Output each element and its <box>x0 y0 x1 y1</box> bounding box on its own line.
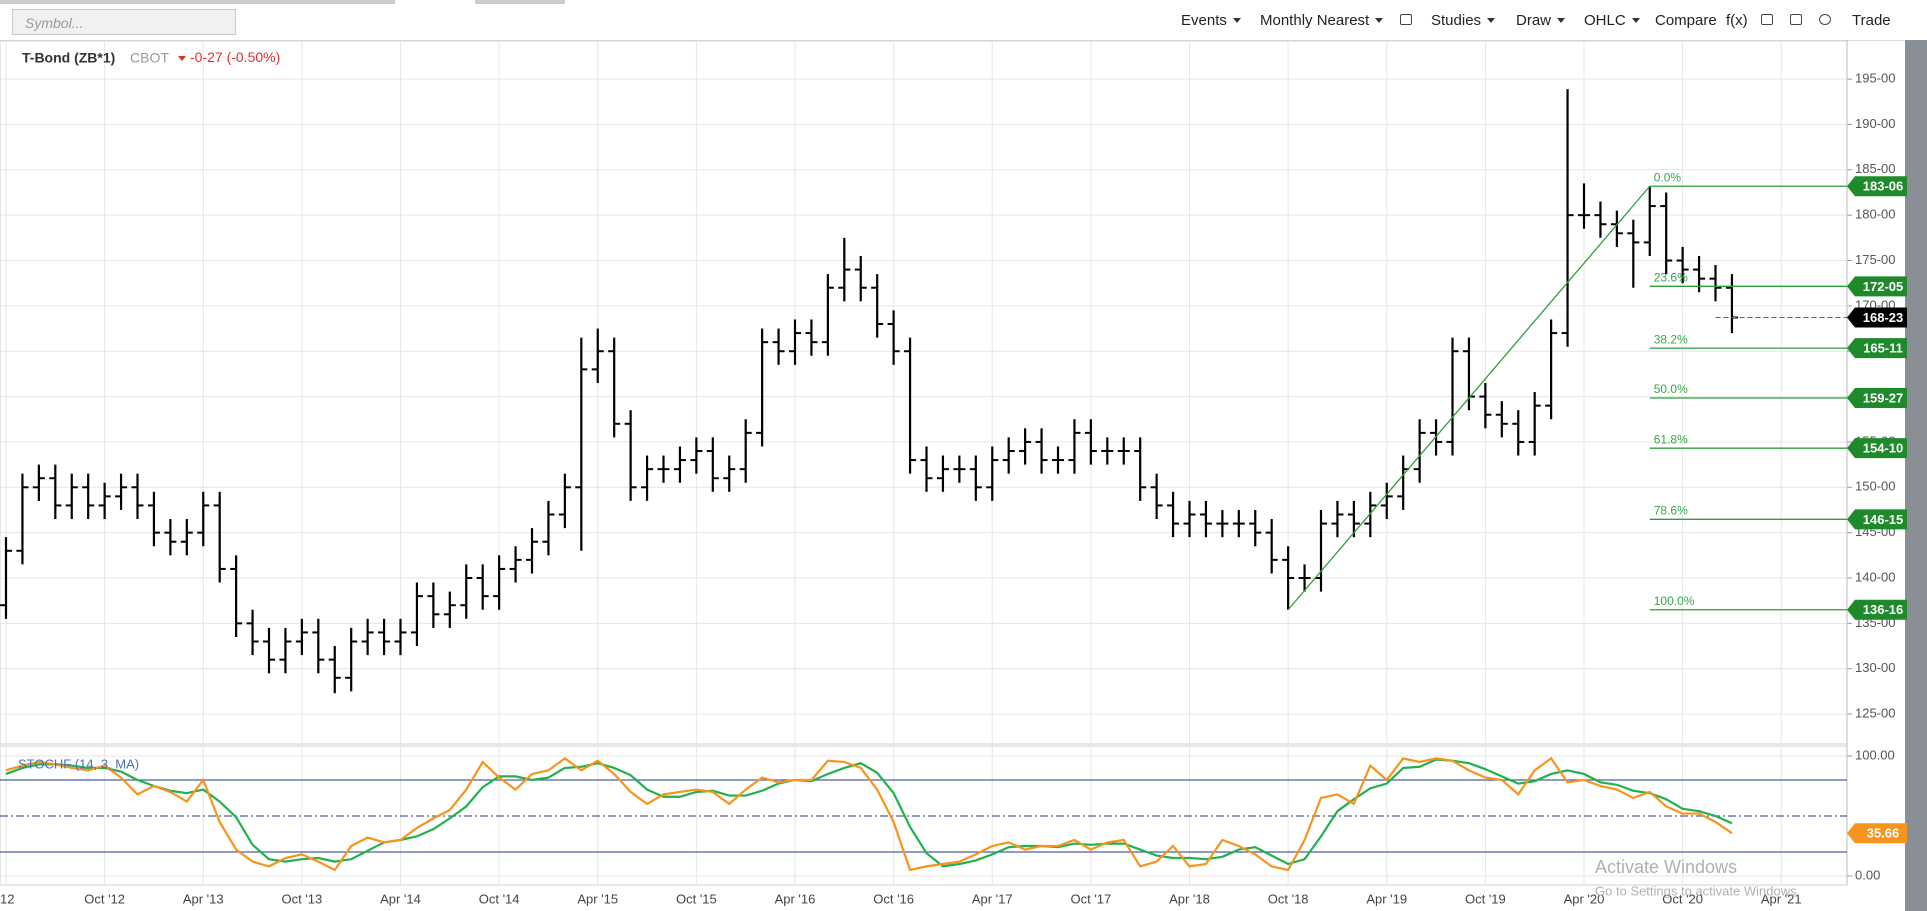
fib-label: 0.0% <box>1654 170 1682 184</box>
x-tick-label: Oct '15 <box>676 891 717 906</box>
chart: '12 Oct '12 Apr '13 Oct '13 Apr '14 Oct '14 Ap… <box>0 40 1927 911</box>
events-menu[interactable]: Events <box>1181 12 1243 29</box>
toolbar: Symbol... Events Monthly Nearest Studies… <box>0 0 1927 41</box>
price-change: -0-27 (-0.50%) <box>178 49 318 65</box>
x-tick-label: Apr '15 <box>577 891 618 906</box>
compare-button[interactable]: Compare <box>1655 12 1717 29</box>
x-tick-label: Apr '14 <box>380 891 421 906</box>
x-tick-label: Oct '14 <box>479 891 520 906</box>
fib-tag-label: 146-15 <box>1863 512 1903 527</box>
camera-icon[interactable] <box>1761 14 1773 25</box>
fib-label: 38.2% <box>1654 332 1688 346</box>
x-tick-label: Oct '20 <box>1662 891 1703 906</box>
period-menu[interactable]: Monthly Nearest <box>1260 12 1385 29</box>
x-tick-label: '12 <box>0 891 14 906</box>
calendar-icon[interactable] <box>1400 14 1412 25</box>
fib-tag <box>1847 276 1907 297</box>
trade-button[interactable]: Trade <box>1852 12 1891 29</box>
fib-tag-label: 159-27 <box>1863 390 1903 405</box>
last-price-tag <box>1847 307 1907 328</box>
fib-label: 61.8% <box>1654 432 1688 446</box>
fib-tag <box>1847 599 1907 620</box>
fib-tag <box>1847 387 1907 408</box>
fib-label: 50.0% <box>1654 382 1688 396</box>
change-box: -0-27 (-0.50%) <box>178 49 318 71</box>
y-tick-label: 0.00 <box>1855 867 1880 882</box>
exchange: CBOT <box>130 50 169 66</box>
x-tick-label: Oct '12 <box>84 891 125 906</box>
x-tick-label: Oct '16 <box>873 891 914 906</box>
fib-tag-label: 172-05 <box>1863 279 1903 294</box>
tab <box>475 0 565 4</box>
print-icon[interactable] <box>1790 14 1802 25</box>
x-tick-label: Apr '20 <box>1564 891 1605 906</box>
fib-tag-label: 165-11 <box>1863 341 1903 356</box>
x-tick-label: Oct '18 <box>1268 891 1309 906</box>
trendline <box>1287 185 1651 611</box>
fib-tag-label: 154-10 <box>1863 441 1903 456</box>
settings-icon[interactable] <box>1819 14 1831 25</box>
function-button[interactable]: f(x) <box>1726 12 1748 29</box>
fib-tag <box>1847 509 1907 530</box>
watermark-title: Activate Windows <box>1595 857 1737 877</box>
y-tick-label: 140-00 <box>1855 569 1895 584</box>
y-tick-label: 150-00 <box>1855 479 1895 494</box>
fib-label: 23.6% <box>1654 270 1688 284</box>
fib-tag-label: 183-06 <box>1863 179 1903 194</box>
x-tick-label: Apr '16 <box>775 891 816 906</box>
watermark-text: Go to Settings to activate Windows. <box>1595 883 1800 898</box>
fib-tag <box>1847 338 1907 359</box>
study-value-tag <box>1847 823 1907 844</box>
y-tick-label: 185-00 <box>1855 161 1895 176</box>
symbol-input[interactable]: Symbol... <box>12 9 236 35</box>
y-tick-label: 195-00 <box>1855 71 1895 86</box>
x-tick-label: Oct '17 <box>1070 891 1111 906</box>
y-tick-label: 180-00 <box>1855 207 1895 222</box>
y-tick-label: 130-00 <box>1855 660 1895 675</box>
x-tick-label: Apr '21 <box>1761 891 1802 906</box>
last-price-label: 168-23 <box>1863 310 1903 325</box>
y-tick-label: 100.00 <box>1855 747 1895 762</box>
y-tick-label: 190-00 <box>1855 116 1895 131</box>
x-tick-label: Apr '13 <box>183 891 224 906</box>
study-value-label: 35.66 <box>1867 826 1900 841</box>
x-tick-label: Oct '19 <box>1465 891 1506 906</box>
instrument-title: T-Bond (ZB*1) <box>22 50 115 66</box>
y-tick-label: 125-00 <box>1855 706 1895 721</box>
fib-tag <box>1847 176 1907 197</box>
x-tick-label: Apr '19 <box>1366 891 1407 906</box>
studies-menu[interactable]: Studies <box>1431 12 1497 29</box>
study-title: STOCHF (14, 3, MA) <box>18 756 139 771</box>
x-tick-label: Apr '17 <box>972 891 1013 906</box>
stochastic-line <box>5 758 1733 868</box>
tab <box>0 0 395 4</box>
chart-type-menu[interactable]: OHLC <box>1584 12 1642 29</box>
fib-tag-label: 136-16 <box>1863 602 1903 617</box>
fib-label: 100.0% <box>1654 594 1695 608</box>
panel-frame <box>0 40 1848 745</box>
fib-label: 78.6% <box>1654 503 1688 517</box>
fib-tag <box>1847 438 1907 459</box>
draw-menu[interactable]: Draw <box>1516 12 1567 29</box>
x-tick-label: Apr '18 <box>1169 891 1210 906</box>
y-tick-label: 175-00 <box>1855 252 1895 267</box>
desktop-edge <box>1905 40 1927 911</box>
stochastic-line <box>5 756 1733 872</box>
x-tick-label: Oct '13 <box>281 891 322 906</box>
